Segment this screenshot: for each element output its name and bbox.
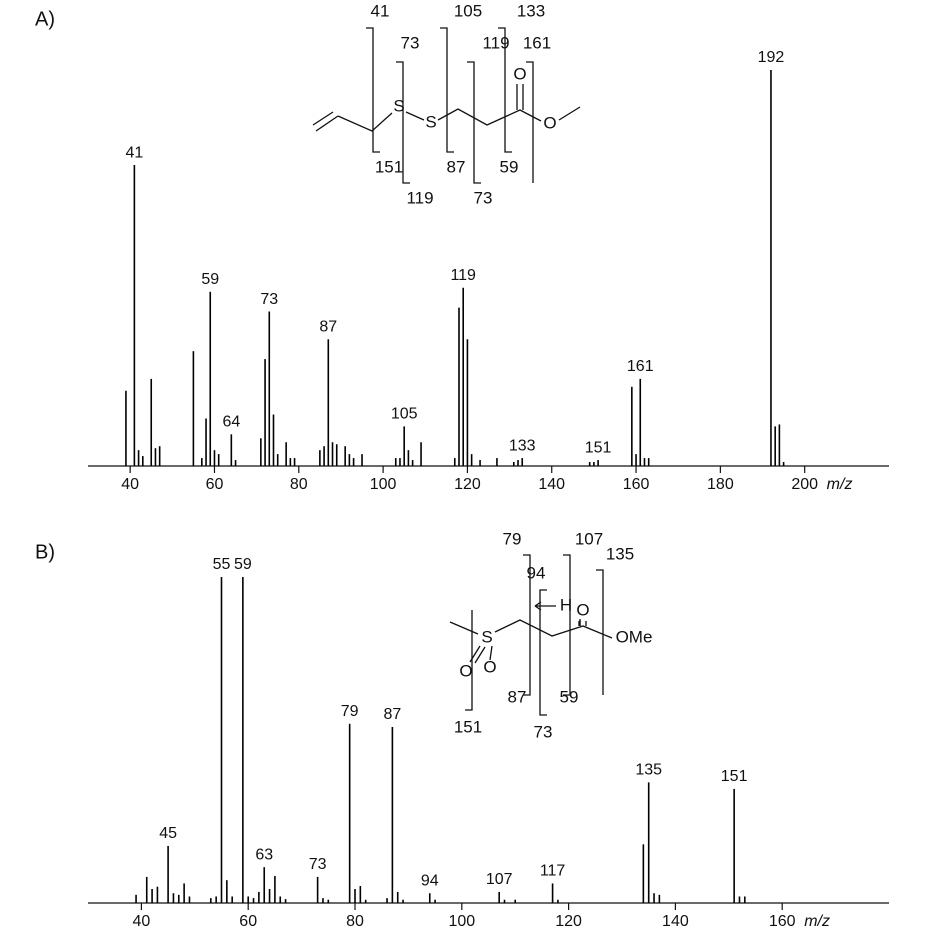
panel-label: B) [35,541,55,563]
x-axis-label: m/z [827,476,853,493]
x-tick-label: 160 [623,476,650,493]
peak-label: 151 [585,439,612,456]
structure-label: 79 [503,529,522,548]
structure-label: O [459,661,472,680]
peak-label: 94 [421,872,439,889]
structure-label: 41 [371,1,390,20]
x-tick-label: 120 [454,476,481,493]
x-tick-label: 180 [707,476,734,493]
peak-label: 63 [255,846,273,863]
x-tick-label: 40 [133,913,151,930]
structure-label: 151 [375,157,403,176]
peak-label: 151 [721,768,748,785]
x-tick-label: 80 [290,476,308,493]
structure-label: O [513,64,526,83]
hydrogen-shift-arrow [534,601,556,611]
x-tick-label: 40 [121,476,139,493]
x-tick-label: 160 [769,913,796,930]
structure-label: 161 [523,33,551,52]
peak-label: 73 [309,856,327,873]
peak-label: 133 [509,437,536,454]
bond [312,84,581,132]
x-axis-label: m/z [804,913,830,930]
structure-label: S [393,96,404,115]
x-tick-label: 60 [206,476,224,493]
peak-label: 73 [260,291,278,308]
panel-label: A) [35,8,55,30]
structure-b [449,554,613,716]
structure-label: S [425,112,436,131]
structure-label: 73 [534,722,553,741]
peak-label: 135 [635,762,662,779]
structure-label: O [543,113,556,132]
structure-a [312,27,581,184]
structure-label: 105 [454,1,482,20]
peak-label: 87 [319,318,337,335]
x-tick-label: 140 [662,913,689,930]
peak-label: 79 [341,703,359,720]
bond [578,620,587,626]
structure-label: 73 [401,33,420,52]
structure-label: H [560,595,572,614]
structure-label: 87 [447,157,466,176]
x-tick-label: 140 [538,476,565,493]
x-tick-label: 120 [555,913,582,930]
peak-label: 59 [234,556,252,573]
structure-label: 135 [606,544,634,563]
peak-label: 192 [758,49,785,66]
peak-label: 161 [627,358,654,375]
structure-label: 73 [474,188,493,207]
x-tick-label: 200 [791,476,818,493]
peak-label: 119 [450,267,476,284]
peak-label: 41 [125,144,143,161]
x-tick-label: 80 [346,913,364,930]
structure-label: 151 [454,717,482,736]
structure-label: 133 [517,1,545,20]
peak-label: 55 [213,556,231,573]
bond [449,619,613,664]
structure-label: 119 [482,33,509,52]
structure-label: 59 [560,687,579,706]
structure-label: OMe [616,627,653,646]
peak-label: 59 [201,271,219,288]
structure-label: 59 [500,157,519,176]
structure-label: S [481,627,492,646]
x-tick-label: 60 [239,913,257,930]
peak-label: 87 [383,706,401,723]
structure-label: O [576,600,589,619]
x-tick-label: 100 [448,913,475,930]
structure-label: 87 [508,687,527,706]
peak-label: 64 [222,414,240,431]
x-tick-label: 100 [370,476,397,493]
peak-label: 45 [159,825,177,842]
peak-label: 105 [391,406,418,423]
fragment-bracket [465,554,604,716]
structure-label: O [483,657,496,676]
structure-label: 94 [527,563,546,582]
structure-label: 107 [575,529,603,548]
structure-label: 119 [406,188,433,207]
fragment-bracket [366,27,534,184]
peak-label: 117 [540,863,566,880]
peak-label: 107 [486,871,513,888]
